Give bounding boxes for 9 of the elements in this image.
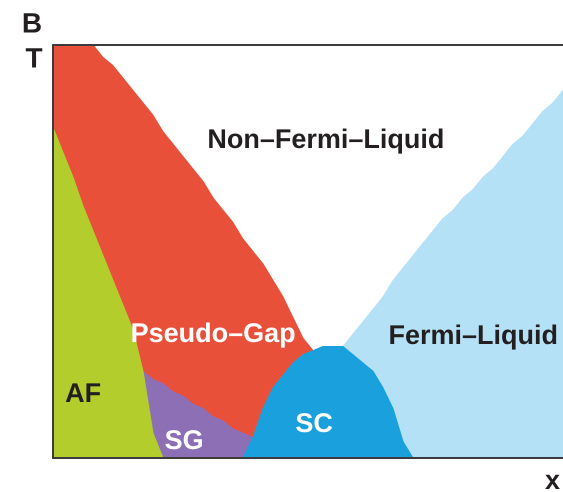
x-axis-title: x (544, 465, 560, 492)
y-axis-title: T (25, 42, 43, 74)
annotation: Non–Fermi–Liquid (207, 124, 444, 154)
series-label: Fermi–Liquid (388, 320, 558, 350)
series-label: AF (65, 378, 102, 408)
chart-title: B (22, 8, 42, 38)
series-label: SG (164, 424, 204, 455)
series-label: Pseudo–Gap (130, 318, 296, 348)
series-label: SC (295, 408, 333, 438)
